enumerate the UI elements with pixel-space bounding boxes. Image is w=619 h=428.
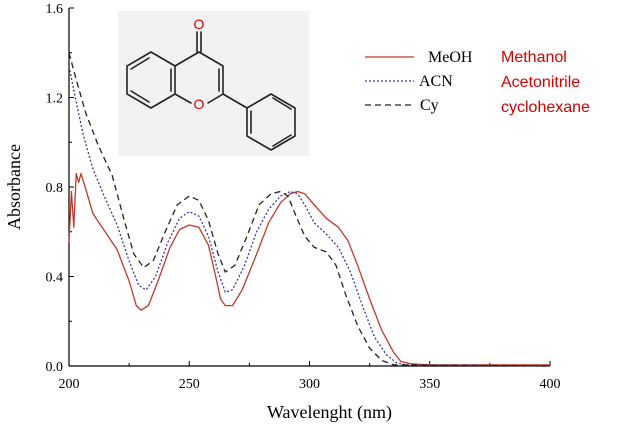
flavone-structure-inset: O O bbox=[118, 11, 309, 156]
x-tick-label: 250 bbox=[179, 377, 200, 392]
phenyl-ring bbox=[246, 93, 296, 151]
x-tick-label: 300 bbox=[299, 377, 320, 392]
phenyl-link-bond bbox=[222, 93, 248, 109]
carbonyl-oxygen-label: O bbox=[194, 16, 205, 32]
legend: MeOH ACN Cy bbox=[365, 49, 473, 114]
x-axis-title: Wavelenght (nm) bbox=[267, 402, 392, 423]
legend-label-cy: Cy bbox=[420, 97, 439, 114]
series-lines bbox=[68, 52, 551, 367]
solvent-annotations: Methanol Acetonitrile cyclohexane bbox=[501, 49, 590, 116]
phenyl-double-bond bbox=[272, 97, 292, 110]
legend-label-acn: ACN bbox=[419, 73, 453, 90]
x-tick-label: 400 bbox=[540, 377, 561, 392]
annotation-methanol: Methanol bbox=[501, 49, 567, 66]
pyranone-ring bbox=[174, 51, 224, 104]
y-tick-label: 0.8 bbox=[46, 181, 64, 196]
series-line-meoh bbox=[68, 172, 550, 366]
annotation-cyclohexane: cyclohexane bbox=[501, 99, 590, 116]
legend-label-meoh: MeOH bbox=[428, 49, 473, 66]
annotation-acetonitrile: Acetonitrile bbox=[501, 74, 580, 91]
y-axis-title: Absorbance bbox=[4, 144, 24, 230]
y-tick-label: 1.6 bbox=[46, 2, 64, 17]
x-tick-label: 350 bbox=[419, 377, 440, 392]
benzo-double-bond bbox=[130, 90, 150, 103]
axes: 200 250 300 350 400 0.0 0.4 0.8 1.2 1.6 Wavelenght… bbox=[4, 2, 561, 423]
series-line-acn bbox=[68, 66, 551, 367]
y-tick-label: 0.4 bbox=[46, 271, 64, 286]
ring-oxygen-label: O bbox=[194, 96, 205, 112]
y-tick-label: 0.0 bbox=[46, 360, 64, 375]
molecule-bonds bbox=[126, 31, 296, 151]
x-tick-label: 200 bbox=[59, 377, 80, 392]
phenyl-double-bond bbox=[272, 134, 292, 147]
inset-background bbox=[118, 11, 309, 156]
y-tick-label: 1.2 bbox=[46, 92, 64, 107]
series-line-cy bbox=[68, 52, 551, 367]
benzo-double-bond bbox=[130, 57, 150, 70]
pyranone-ring bbox=[174, 93, 192, 104]
